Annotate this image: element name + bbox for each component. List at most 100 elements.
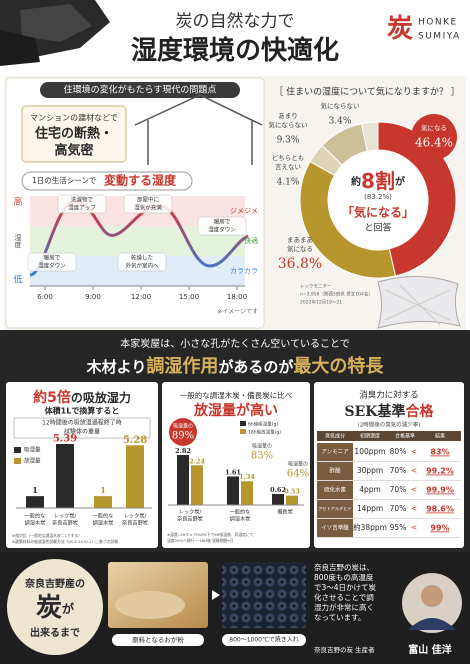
footnote: ※建築材料の吸放湿性試験方法（JIS A 1470-1）に基づき試験 [12, 539, 118, 544]
center-headline-part: が [395, 175, 406, 188]
row-compare: < [411, 447, 417, 456]
hand [115, 591, 185, 619]
producer-role: 奈良吉野の炭 生産者 [314, 645, 375, 654]
segment-label: あまり [278, 112, 298, 120]
row-standard: 80% [390, 447, 407, 456]
row-name: アンモニア [321, 449, 349, 456]
row-result: 98.6% [426, 505, 454, 514]
legend-swatch [240, 421, 246, 426]
segment-value: 3.4% [329, 117, 352, 127]
bar [227, 476, 239, 505]
bar-value: 2.82 [175, 447, 191, 455]
card-note: (2時間後の臭気の減少率) [358, 421, 421, 429]
bar [272, 494, 284, 505]
note: 高気密 [54, 143, 93, 159]
card-title-part: SEK基準 [345, 403, 406, 420]
row-name-cell [317, 443, 353, 461]
row-compare: < [411, 523, 417, 532]
logo-text: HONKE [418, 18, 458, 28]
bar-label: 調湿木炭 [25, 519, 46, 527]
card-title: 約5倍の吸放湿力 [33, 389, 131, 406]
logo-text: SUMIYA [418, 32, 461, 42]
segment-value: 4.1% [277, 178, 300, 188]
row-name-cell [317, 481, 353, 499]
axis-high: 高 [13, 196, 22, 208]
time-label: 6:00 [37, 293, 53, 301]
zone-label: 快適 [244, 236, 258, 245]
origin-text: 湿力が非常に高く [314, 602, 374, 612]
row-standard: 95% [390, 523, 407, 532]
ratio-value: 83% [251, 451, 273, 462]
row-compare: < [411, 485, 417, 494]
row-result: 99% [430, 524, 449, 533]
segment-label: まあまあ [287, 236, 313, 244]
row-name-cell [317, 462, 353, 480]
bar-value: 1.34 [239, 473, 255, 481]
row-initial: 100ppm [354, 447, 385, 456]
highlight-circle [411, 114, 457, 160]
ratio-circle [169, 418, 197, 446]
bar [286, 495, 298, 505]
event-box [123, 194, 173, 214]
bar-label: 調湿木炭 [93, 519, 114, 527]
ratio-value: 89% [172, 431, 194, 442]
row-result: 83% [430, 448, 449, 457]
scene-lead: 1日の生活シーンで [32, 175, 96, 185]
bar-label: 備長炭 [277, 508, 293, 516]
event-label: 湿度アップ [68, 204, 96, 212]
bar-label: 一般的な [230, 508, 251, 516]
origin-text: 800度もの高温度 [314, 572, 374, 582]
row-name: アセトアルデヒド [318, 505, 351, 512]
ratio-value: 64% [287, 469, 309, 480]
axis-low: 低 [13, 274, 22, 286]
bar-label: 奈良吉野炭 [122, 519, 148, 527]
bar [94, 496, 112, 508]
center-headline-part: 約 [351, 175, 361, 188]
feature-headline-part: 調湿作用 [146, 355, 218, 377]
bar-value: 1.61 [225, 468, 241, 476]
feature-headline-part: 最大の特長 [293, 355, 384, 377]
bar-value: 5.28 [123, 435, 147, 446]
bar [26, 496, 44, 508]
row-name: 酢酸 [329, 467, 341, 475]
feature-headline: 木材より調湿作用があるのが最大の特長 [86, 355, 385, 377]
origin-text: なっています。 [314, 613, 365, 622]
charcoal-photo [222, 562, 306, 628]
legend-label: 18h後放湿量(g) [248, 429, 281, 436]
ratio-label: 吸湿量の [173, 423, 193, 430]
house [134, 94, 263, 165]
donut-hole [329, 151, 427, 249]
event-label: 暖房で [214, 218, 231, 226]
segment-label: 気になる [287, 244, 313, 253]
arrow [212, 590, 220, 600]
donut-segment [360, 121, 379, 152]
event-label: 乾燥した [131, 254, 153, 262]
pillow [377, 276, 461, 329]
footnote: ※湿度:-40℃×75%RH下で6H吸湿後、同温度にて [167, 532, 254, 537]
table-header-cell: 結果 [435, 433, 445, 440]
card-lead: 一般的な調湿木炭・備長炭に比べ [180, 390, 293, 400]
step-label: 原料となるおが粉 [132, 635, 184, 644]
segment-value: 9.3% [277, 136, 300, 146]
segment-value: 46.4% [415, 136, 453, 150]
legend-swatch [14, 447, 21, 453]
event-box [27, 252, 77, 272]
bar-label: レック炭/ [54, 513, 77, 520]
badge-big-part: 炭 [36, 593, 62, 623]
zone-label: カラカラ [230, 267, 258, 275]
event-label: 外気が室内へ [125, 262, 159, 270]
badge-big-part: が [62, 601, 74, 616]
event-box [117, 252, 167, 272]
bar-label: 奈良吉野炭 [52, 519, 78, 527]
heading: 住環境の変化がもたらす現代の問題点 [64, 84, 217, 96]
segment-label: どちらとも [272, 154, 305, 162]
badge-text: 奈良吉野産の [24, 577, 85, 590]
row-name: 硫化水素 [324, 486, 347, 494]
center-end: と回答 [364, 222, 391, 234]
bar-label: レック炭/ [179, 509, 202, 516]
feature-headline-part: があるのが [218, 358, 294, 376]
charcoal-image [0, 0, 110, 66]
bar-label: 一般的な [93, 512, 114, 520]
note-box [21, 105, 127, 163]
charcoal [20, 4, 92, 42]
